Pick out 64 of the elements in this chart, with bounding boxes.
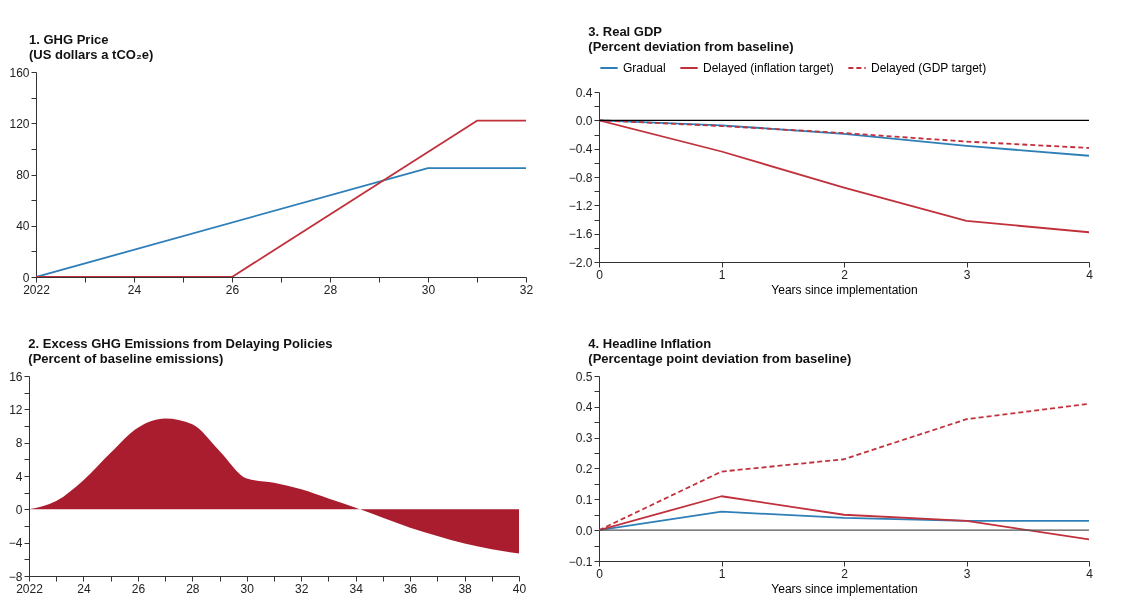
- x-tick-label: 32: [295, 581, 309, 596]
- chart-subtitle: (Percentage point deviation from baseline): [588, 351, 852, 366]
- y-tick-label: 0.0: [575, 523, 593, 538]
- y-tick-label: 160: [9, 65, 30, 80]
- x-tick-label: 3: [963, 267, 971, 282]
- x-axis-title: Years since implementation: [771, 581, 918, 596]
- x-tick-label: 1: [718, 566, 726, 581]
- y-tick-label: −1.6: [568, 227, 593, 242]
- y-tick-label: 120: [9, 116, 30, 131]
- x-tick-label: 34: [349, 581, 364, 596]
- x-tick-label: 24: [127, 282, 142, 297]
- x-tick-label: 30: [240, 581, 255, 596]
- x-tick-label: 30: [421, 282, 436, 297]
- chart-title: 4. Headline Inflation: [588, 336, 712, 351]
- legend-label: Delayed (GDP target): [871, 61, 987, 75]
- chart-title: 1. GHG Price: [28, 32, 109, 47]
- y-tick-label: 0.2: [575, 462, 593, 476]
- legend-label: Delayed (inflation target): [703, 61, 834, 75]
- x-tick-label: 2: [841, 566, 849, 581]
- y-tick-label: 16: [9, 369, 23, 384]
- legend-label: Gradual: [623, 61, 666, 75]
- y-tick-label: −0.8: [568, 170, 593, 185]
- chart-subtitle: (US dollars a tCO₂e): [28, 47, 154, 62]
- x-tick-label: 3: [963, 566, 971, 581]
- y-tick-label: 40: [16, 219, 30, 234]
- x-tick-label: 32: [519, 282, 534, 297]
- x-tick-label: 26: [225, 282, 240, 297]
- y-tick-label: 0.1: [575, 492, 593, 507]
- y-tick-label: −4: [8, 536, 23, 551]
- chart-subtitle: (Percent deviation from baseline): [588, 39, 794, 54]
- x-axis-title: Years since implementation: [771, 282, 918, 297]
- y-tick-label: −2.0: [568, 255, 593, 270]
- x-tick-label: 0: [596, 267, 604, 282]
- x-tick-label: 2: [841, 267, 849, 282]
- y-tick-label: 8: [15, 436, 23, 451]
- chart-subtitle: (Percent of baseline emissions): [28, 351, 224, 366]
- y-tick-label: −0.4: [568, 142, 593, 157]
- x-tick-label: 28: [186, 581, 200, 596]
- x-tick-label: 28: [323, 282, 338, 297]
- y-tick-label: 0: [15, 502, 23, 517]
- x-tick-label: 1: [718, 267, 726, 282]
- y-tick-label: 0.0: [575, 113, 593, 128]
- y-tick-label: 80: [16, 168, 30, 182]
- y-tick-label: 0.4: [575, 400, 593, 415]
- x-tick-label: 38: [458, 581, 473, 596]
- x-tick-label: 26: [131, 581, 146, 596]
- y-tick-label: −0.1: [568, 554, 593, 569]
- x-tick-label: 0: [596, 566, 604, 581]
- y-tick-label: −1.2: [568, 198, 593, 213]
- y-tick-label: 12: [9, 402, 23, 417]
- x-tick-label: 2022: [16, 581, 44, 596]
- x-tick-label: 24: [77, 581, 91, 596]
- y-tick-label: 0.4: [575, 85, 593, 100]
- chart-title: 3. Real GDP: [588, 24, 663, 39]
- x-tick-label: 4: [1086, 566, 1094, 581]
- y-tick-label: −8: [8, 569, 23, 584]
- y-tick-label: 0.5: [575, 369, 593, 384]
- x-tick-label: 4: [1086, 267, 1094, 282]
- y-tick-label: 4: [15, 469, 23, 484]
- x-tick-label: 2022: [23, 282, 51, 297]
- x-tick-label: 36: [403, 581, 418, 596]
- y-tick-label: 0.3: [575, 431, 593, 446]
- x-tick-label: 40: [512, 581, 527, 596]
- chart-title: 2. Excess GHG Emissions from Delaying Policies: [28, 336, 333, 351]
